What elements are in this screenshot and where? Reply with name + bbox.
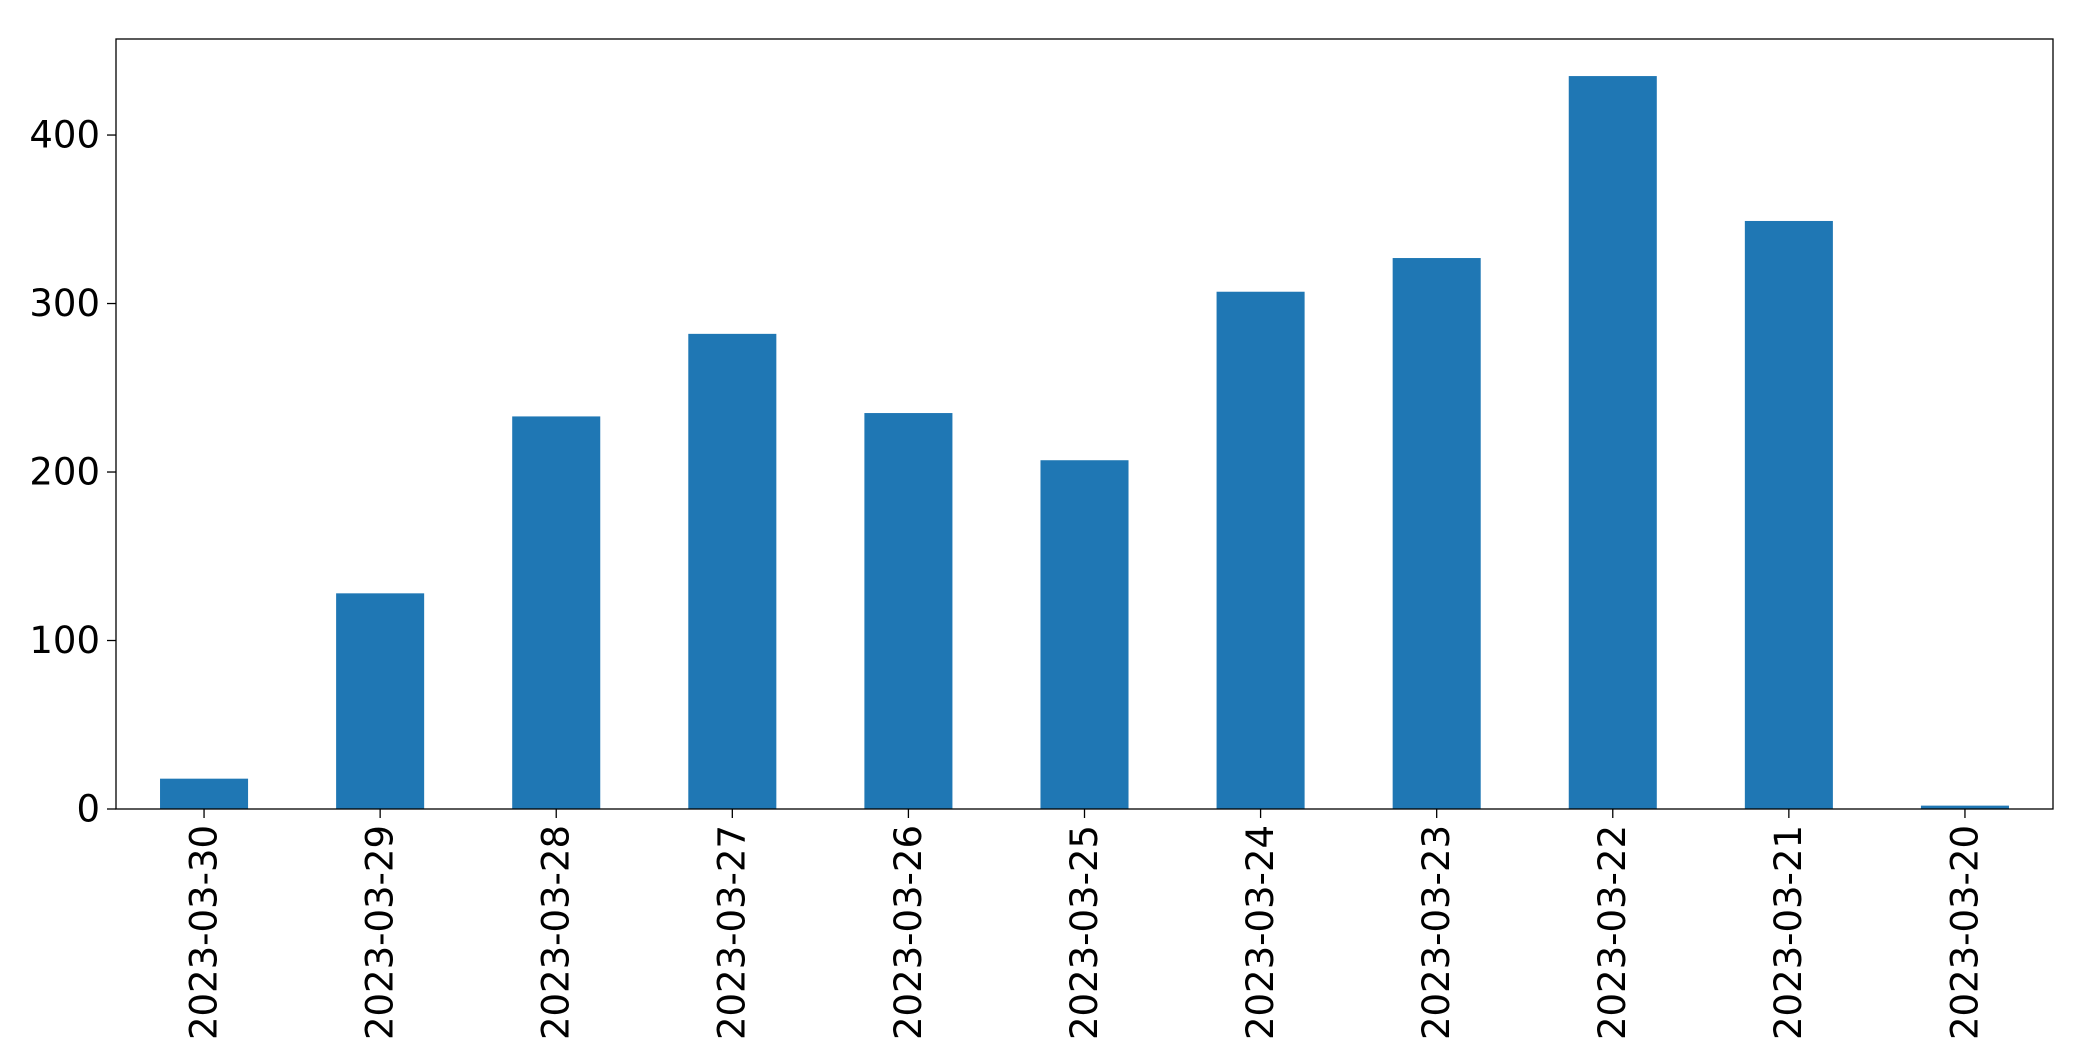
x-tick-label: 2023-03-24: [1239, 825, 1282, 1040]
bar: [1568, 76, 1657, 810]
x-tick-label: 2023-03-26: [887, 825, 930, 1040]
bar: [864, 413, 953, 809]
x-tick-label: 2023-03-20: [1943, 825, 1986, 1040]
y-tick-label: 300: [29, 282, 100, 325]
plot-frame: [115, 38, 2054, 810]
bar: [1040, 460, 1129, 809]
bar: [1744, 220, 1833, 809]
bar: [1392, 258, 1481, 809]
x-tick-label: 2023-03-23: [1415, 825, 1458, 1040]
bar: [1216, 291, 1305, 809]
x-tick-label: 2023-03-30: [182, 825, 225, 1040]
x-tick-label: 2023-03-28: [535, 825, 578, 1040]
y-tick-label: 0: [76, 788, 100, 831]
bar: [512, 416, 601, 809]
y-tick-label: 400: [29, 114, 100, 157]
x-tick-label: 2023-03-22: [1591, 825, 1634, 1040]
bar: [336, 593, 425, 809]
y-tick-label: 200: [29, 451, 100, 494]
x-tick-label: 2023-03-21: [1767, 825, 1810, 1040]
bar: [688, 333, 777, 809]
bar: [160, 778, 249, 809]
x-tick-label: 2023-03-25: [1063, 825, 1106, 1040]
x-tick-label: 2023-03-27: [711, 825, 754, 1040]
x-tick-label: 2023-03-29: [358, 825, 401, 1040]
y-tick-label: 100: [29, 619, 100, 662]
bar: [1920, 805, 2009, 809]
